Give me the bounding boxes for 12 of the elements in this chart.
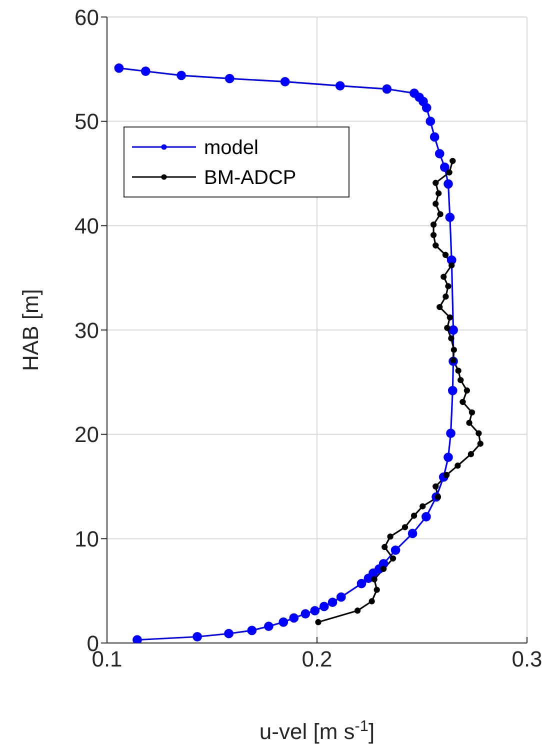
y-tick-label: 50 bbox=[74, 109, 99, 134]
y-tick-label: 10 bbox=[74, 526, 99, 552]
legend-label: BM-ADCP bbox=[204, 167, 296, 189]
x-tick-label: 0.3 bbox=[512, 646, 542, 672]
y-tick-label: 40 bbox=[74, 213, 99, 238]
x-tick-label: 0.2 bbox=[302, 646, 332, 672]
y-axis-title: HAB [m] bbox=[18, 289, 43, 371]
y-tick-label: 30 bbox=[74, 318, 99, 343]
x-axis-title: u-vel [m s$^{-1}$] bbox=[259, 718, 375, 744]
legend-label: model bbox=[204, 137, 258, 159]
y-tick-label: 60 bbox=[74, 4, 99, 30]
y-tick-label: 20 bbox=[74, 422, 99, 448]
